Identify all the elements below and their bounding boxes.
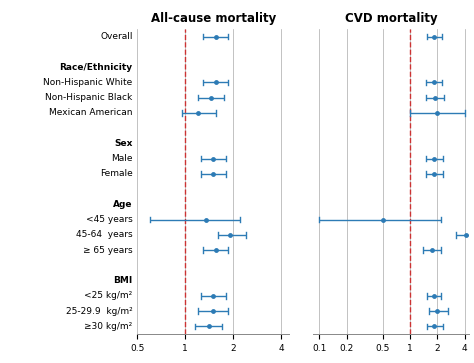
Text: Non-Hispanic Black: Non-Hispanic Black	[46, 93, 133, 102]
Text: Male: Male	[111, 154, 133, 163]
Title: CVD mortality: CVD mortality	[345, 12, 438, 25]
Text: 25-29.9  kg/m²: 25-29.9 kg/m²	[66, 307, 133, 315]
Text: Age: Age	[113, 200, 133, 209]
Text: 45-64  years: 45-64 years	[76, 231, 133, 239]
Text: Overall: Overall	[100, 32, 133, 41]
Text: ≥ 65 years: ≥ 65 years	[83, 246, 133, 254]
Text: Non-Hispanic White: Non-Hispanic White	[44, 78, 133, 87]
Text: <25 kg/m²: <25 kg/m²	[84, 291, 133, 300]
Text: Female: Female	[100, 170, 133, 178]
Text: BMI: BMI	[113, 276, 133, 285]
Text: Race/Ethnicity: Race/Ethnicity	[60, 63, 133, 72]
Text: <45 years: <45 years	[86, 215, 133, 224]
Text: Sex: Sex	[114, 139, 133, 148]
Text: ≥30 kg/m²: ≥30 kg/m²	[84, 322, 133, 331]
Title: All-cause mortality: All-cause mortality	[151, 12, 276, 25]
Text: Mexican American: Mexican American	[49, 109, 133, 117]
